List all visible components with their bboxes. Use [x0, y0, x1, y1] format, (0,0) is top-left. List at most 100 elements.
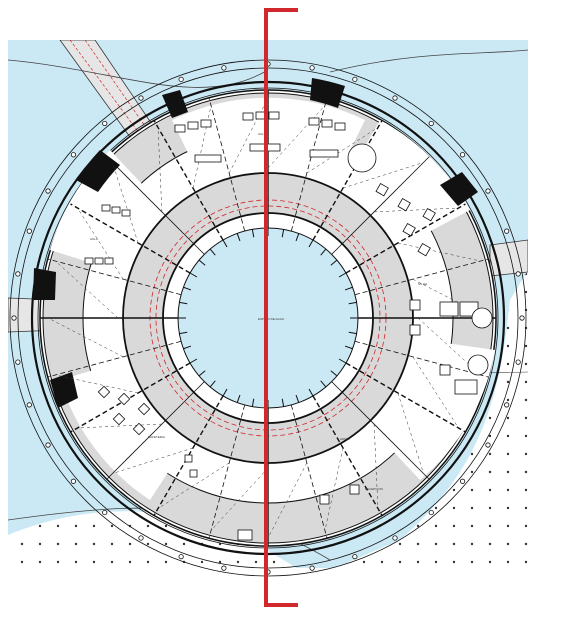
grid-node [485, 188, 491, 194]
room-diagonal [306, 127, 379, 174]
grid-node [11, 315, 17, 321]
grid-node [221, 565, 227, 571]
column-tick [348, 331, 357, 335]
column-tick [344, 345, 353, 350]
room-diagonal [342, 162, 424, 189]
grid-node [138, 95, 144, 101]
grid-node [504, 402, 510, 408]
grid-node [392, 535, 398, 541]
radial-line [331, 381, 430, 480]
column-ticks [11, 61, 525, 575]
grid-node [352, 76, 358, 82]
label-southwest: CAFETERIA [148, 435, 165, 439]
column-tick [189, 272, 198, 278]
column-tick [338, 358, 347, 364]
grid-node [459, 478, 466, 484]
radial-line [106, 381, 205, 480]
grid-node [70, 152, 77, 158]
grid-node [45, 188, 51, 194]
room-diagonal [412, 278, 489, 319]
grid-node [515, 359, 521, 365]
room-diagonal [47, 317, 124, 358]
label-southeast: ADMIN [340, 437, 350, 441]
label-center: ESPEJO DE AGUA [258, 317, 284, 321]
column-tick [251, 229, 255, 238]
room-diagonal [374, 207, 459, 213]
room-diagonal [412, 356, 459, 429]
room-diagonal [228, 97, 269, 174]
room-diagonal [417, 317, 481, 376]
room-diagonal [77, 207, 124, 280]
radial-line [70, 362, 191, 433]
column-tick [348, 301, 357, 305]
room-diagonal [55, 374, 139, 394]
column-tick [236, 233, 241, 242]
grid-node [102, 120, 108, 127]
room-diagonal [397, 392, 424, 474]
label-north: AULA [258, 132, 266, 136]
radial-line [345, 362, 466, 433]
section-cut-line [264, 8, 298, 607]
column-tick [281, 398, 285, 407]
grid-node [309, 65, 315, 71]
grid-node [428, 509, 434, 516]
radial-line [290, 404, 328, 539]
radial-line [208, 97, 246, 232]
column-tick [320, 380, 327, 388]
room-diagonal [397, 242, 481, 262]
column-tick [295, 394, 300, 403]
radial-line [354, 258, 489, 296]
label-west: AULA [90, 237, 98, 241]
column-tick [308, 239, 314, 248]
room-diagonal [267, 105, 326, 169]
room-diagonal [157, 462, 230, 509]
column-tick [189, 358, 198, 364]
grid-node [70, 478, 77, 484]
column-tick [179, 301, 188, 305]
grid-node [221, 65, 227, 71]
radial-line [345, 203, 466, 274]
grid-node [504, 228, 510, 234]
outer-wall-blocks [33, 78, 478, 408]
column-tick [183, 286, 192, 291]
column-tick [198, 259, 206, 266]
radial-line [47, 258, 182, 296]
column-tick [308, 388, 314, 397]
grid-node [459, 152, 466, 158]
room-diagonal [267, 462, 308, 539]
radial-line [106, 156, 205, 255]
room-diagonal [157, 127, 163, 212]
column-tick [330, 259, 338, 266]
radial-line [290, 97, 328, 232]
room-diagonal [112, 447, 194, 474]
radial-line [312, 395, 383, 516]
room-diagonal [373, 424, 379, 509]
grid-node [15, 359, 21, 365]
column-tick [209, 380, 216, 388]
furniture [84, 111, 493, 541]
radial-line [331, 156, 430, 255]
column-tick [295, 233, 300, 242]
grid-node [26, 402, 32, 408]
radial-line [208, 404, 246, 539]
grid-node [519, 315, 525, 321]
column-tick [251, 398, 255, 407]
grid-node [352, 554, 358, 560]
grid-node [102, 509, 108, 516]
grid-node [515, 271, 521, 277]
column-tick [222, 239, 228, 248]
grid-node [392, 95, 398, 101]
column-tick [198, 370, 206, 377]
room-diagonal [210, 467, 269, 531]
grid-node [178, 554, 184, 560]
radial-line [70, 203, 191, 274]
column-tick [281, 229, 285, 238]
grid-node [178, 76, 184, 82]
grid-node [45, 442, 51, 448]
grid-node [309, 565, 315, 571]
column-tick [209, 248, 216, 256]
label-south: RECEPCION [365, 487, 383, 491]
column-tick [183, 345, 192, 350]
label-east: SS.HH. [418, 282, 428, 286]
